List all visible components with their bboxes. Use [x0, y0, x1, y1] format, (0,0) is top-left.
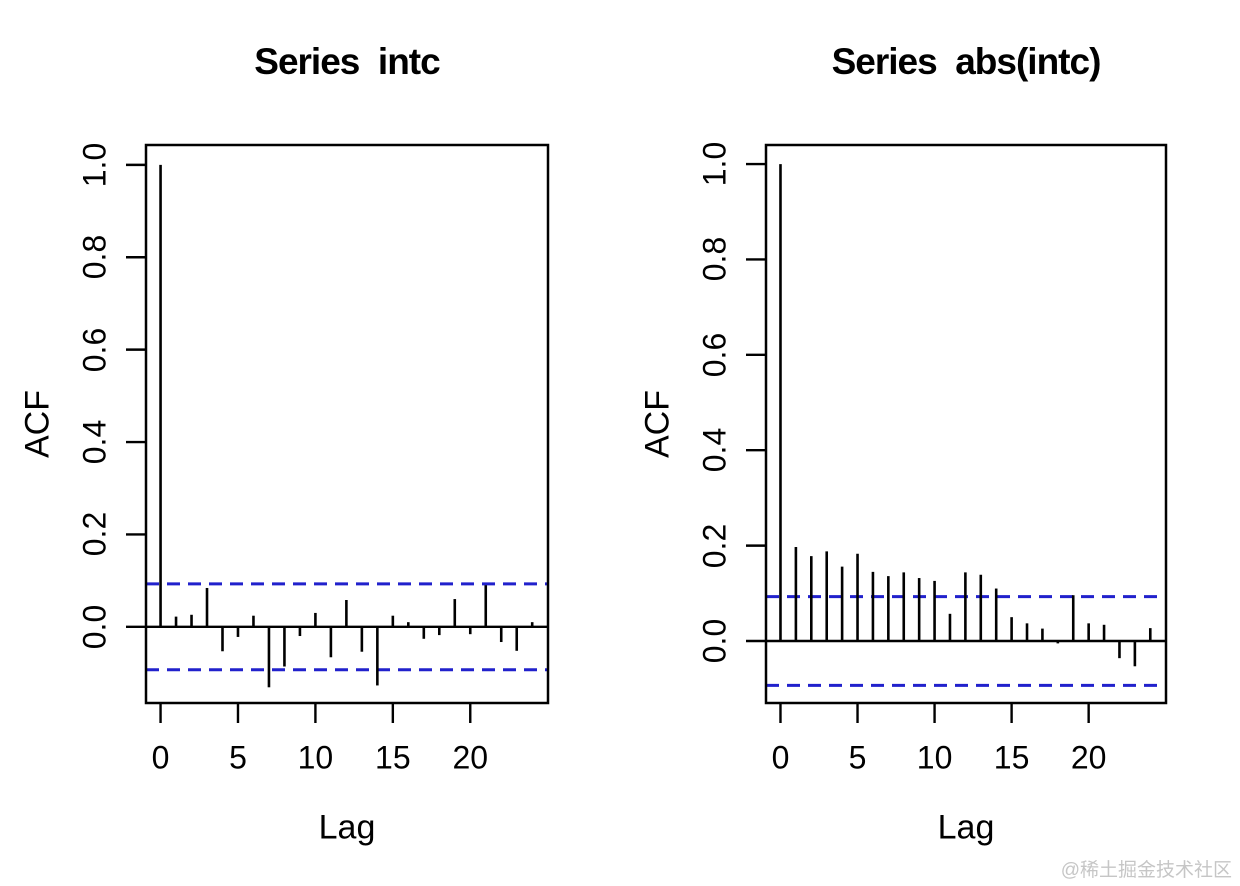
x-tick-label: 0 [151, 739, 170, 776]
y-tick-label: 0.4 [696, 427, 733, 473]
x-tick-label: 5 [848, 739, 867, 776]
x-tick-label: 20 [452, 739, 489, 776]
x-tick-label: 15 [375, 739, 411, 776]
y-tick-label: 0.6 [76, 327, 113, 372]
plot-title-right: Series abs(intc) [831, 41, 1102, 82]
y-tick-label: 0.6 [696, 332, 733, 378]
x-axis-label-right: Lag [937, 808, 995, 847]
x-tick-label: 0 [771, 739, 790, 776]
plot-box [144, 143, 550, 705]
y-tick-label: 0.2 [76, 512, 113, 557]
x-axis-label-left: Lag [318, 808, 376, 847]
y-tick-label: 1.0 [76, 142, 113, 188]
acf-panel-right [746, 143, 1168, 723]
x-tick-label: 5 [229, 739, 247, 776]
plot-title-left: Series intc [254, 41, 440, 82]
x-tick-label: 15 [993, 739, 1030, 776]
y-tick-label: 0.4 [76, 419, 113, 465]
y-axis-label-right: ACF [638, 390, 677, 458]
watermark: @稀土掘金技术社区 [1060, 860, 1232, 881]
x-tick-label: 10 [297, 739, 334, 776]
plot-box [764, 143, 1168, 705]
y-axis-label-left: ACF [18, 390, 57, 458]
x-tick-label: 10 [916, 739, 953, 776]
y-tick-label: 0.2 [696, 523, 733, 568]
x-tick-label: 20 [1070, 739, 1107, 776]
y-tick-label: 0.8 [76, 234, 113, 280]
y-tick-label: 0.0 [696, 618, 733, 664]
acf-panel-left [126, 143, 550, 723]
y-tick-label: 1.0 [696, 141, 733, 187]
y-tick-label: 0.8 [696, 237, 733, 282]
y-tick-label: 0.0 [76, 604, 113, 650]
